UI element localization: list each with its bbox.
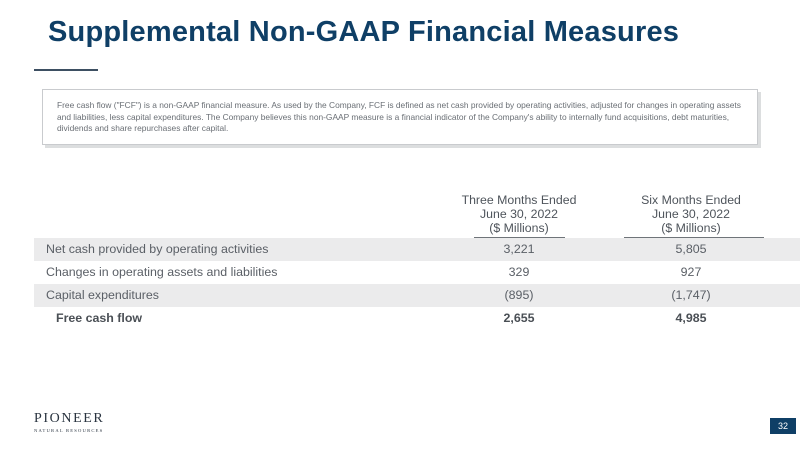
table-row: Capital expenditures (895) (1,747) [34, 284, 800, 307]
row-value-six-months: 5,805 [675, 242, 707, 256]
column-header-line: Three Months Ended [461, 193, 577, 207]
table-row-total: Free cash flow 2,655 4,985 [34, 307, 800, 330]
column-header-line: Six Months Ended [641, 193, 741, 207]
row-label: Capital expenditures [46, 288, 159, 302]
row-value-three-months: (895) [504, 288, 534, 302]
page-title: Supplemental Non-GAAP Financial Measures [48, 16, 680, 48]
column-header-line: June 30, 2022 [480, 207, 558, 221]
logo-wordmark: PIONEER [34, 411, 105, 426]
column-header-line: ($ Millions) [489, 221, 549, 235]
row-label: Changes in operating assets and liabilit… [46, 265, 278, 279]
row-value-six-months: 927 [680, 265, 702, 279]
logo-tagline: NATURAL RESOURCES [34, 428, 104, 433]
column-header-line: ($ Millions) [661, 221, 721, 235]
company-logo: PIONEER NATURAL RESOURCES [34, 411, 104, 433]
column-header-six-months: Six Months Ended June 30, 2022 ($ Millio… [616, 193, 766, 235]
row-label: Free cash flow [56, 311, 143, 325]
column-header-line: June 30, 2022 [652, 207, 730, 221]
definition-callout: Free cash flow ("FCF") is a non-GAAP fin… [42, 89, 758, 145]
column-header-rule [474, 237, 565, 238]
row-value-three-months: 2,655 [503, 311, 535, 325]
title-underline [34, 69, 98, 71]
row-value-three-months: 329 [508, 265, 530, 279]
row-value-six-months: 4,985 [675, 311, 707, 325]
page-number: 32 [770, 418, 796, 434]
column-header-three-months: Three Months Ended June 30, 2022 ($ Mill… [444, 193, 594, 235]
column-header-rule [624, 237, 764, 238]
row-label: Net cash provided by operating activitie… [46, 242, 269, 256]
row-value-three-months: 3,221 [503, 242, 535, 256]
definition-text: Free cash flow ("FCF") is a non-GAAP fin… [57, 100, 741, 134]
table-row: Net cash provided by operating activitie… [34, 238, 800, 261]
table-row: Changes in operating assets and liabilit… [34, 261, 800, 284]
row-value-six-months: (1,747) [671, 288, 711, 302]
